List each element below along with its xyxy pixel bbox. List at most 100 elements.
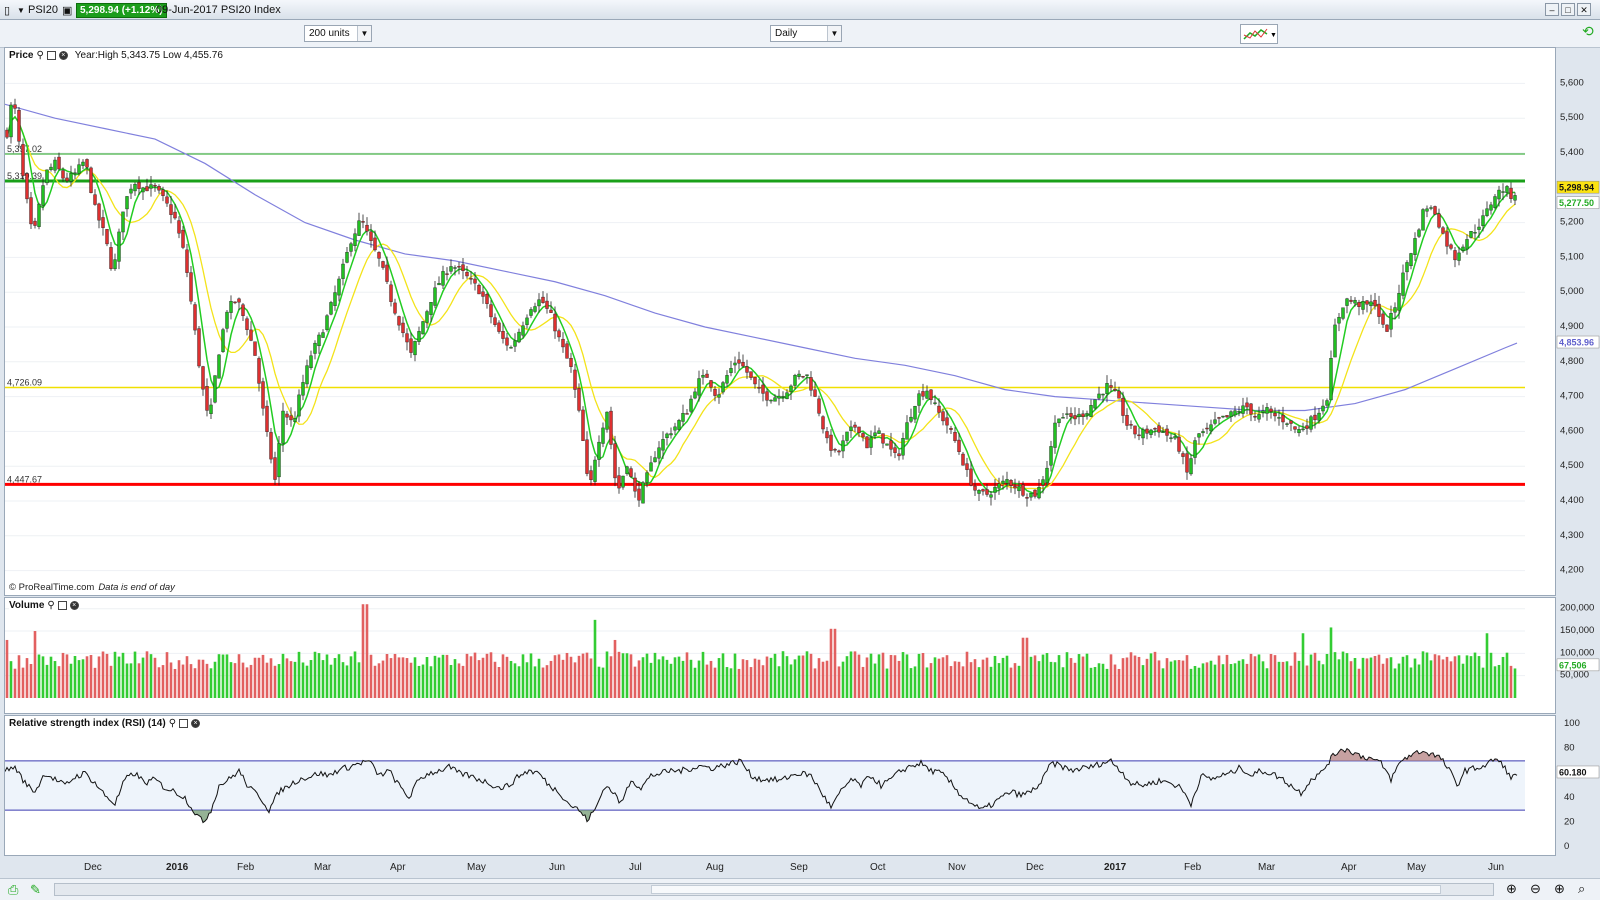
volume-bar (489, 652, 493, 698)
wrench-icon[interactable]: ⚲ (168, 718, 177, 729)
candle-body (113, 259, 117, 270)
horizontal-scrollbar[interactable] (54, 883, 1494, 896)
close-button[interactable]: ✕ (1577, 3, 1591, 16)
indicator-icon[interactable]: ⟲ (1582, 23, 1594, 39)
volume-bar (1237, 660, 1241, 698)
volume-bar (1141, 665, 1145, 698)
candle-body (777, 395, 781, 399)
rsi-chart[interactable] (5, 716, 1557, 857)
window-icon[interactable] (179, 719, 189, 728)
volume-bar (189, 664, 193, 698)
candle-body (1037, 487, 1041, 499)
volume-bar (833, 628, 837, 698)
volume-bar (533, 666, 537, 698)
candle-body (1429, 207, 1433, 209)
volume-bar (873, 663, 877, 698)
chart-toolbar: 200 units ▼ Daily ▼ ▼ ⟲ (0, 20, 1600, 48)
volume-bar (769, 657, 773, 698)
candle-body (1309, 416, 1313, 430)
candle-body (585, 439, 589, 474)
volume-bar (1009, 667, 1013, 698)
candle-body (857, 426, 861, 433)
price-chart[interactable]: 5,397.025,319.394,726.094,447.67 (5, 48, 1557, 597)
volume-bar (285, 658, 289, 698)
volume-bar (281, 653, 285, 698)
candle-body (629, 468, 633, 477)
volume-bar (1469, 656, 1473, 698)
volume-bar (729, 668, 733, 698)
candle-body (169, 204, 173, 215)
volume-bar (1089, 667, 1093, 698)
candle-body (145, 186, 149, 192)
zoom-fit-icon[interactable]: ⊕ (1506, 881, 1517, 896)
magnifier-icon[interactable]: ⌕ (1578, 881, 1586, 896)
candle-body (509, 347, 513, 349)
volume-bar (513, 663, 517, 698)
zoom-in-icon[interactable]: ⊕ (1554, 881, 1565, 896)
window-icon[interactable] (46, 51, 56, 60)
candle-body (993, 486, 997, 493)
volume-bar (1349, 661, 1353, 698)
volume-bar (589, 658, 593, 698)
candle-body (85, 159, 89, 168)
volume-bar (917, 653, 921, 698)
candle-body (1181, 453, 1185, 457)
zoom-out-icon[interactable]: ⊖ (1530, 881, 1541, 896)
period-select[interactable]: Daily ▼ (770, 25, 842, 42)
candle-body (745, 366, 749, 373)
volume-bar (57, 666, 61, 698)
candle-body (505, 337, 509, 346)
volume-bar (1041, 654, 1045, 698)
candle-body (757, 387, 761, 389)
wrench-icon[interactable]: ⚲ (36, 50, 44, 61)
volume-bar (41, 656, 45, 698)
volume-chart[interactable] (5, 598, 1557, 715)
price-tick-label: 4,500 (1560, 460, 1584, 471)
price-tick-label: 5,500 (1560, 112, 1584, 123)
candle-body (441, 271, 445, 286)
candle-body (1473, 232, 1477, 234)
candle-body (485, 294, 489, 304)
minimize-button[interactable]: – (1545, 3, 1559, 16)
candle-body (1413, 238, 1417, 255)
drawing-tools-icon[interactable]: ✎ (30, 882, 41, 897)
window-icon[interactable] (57, 601, 67, 610)
volume-bar (409, 662, 413, 698)
scrollbar-thumb[interactable] (651, 885, 1441, 894)
volume-bar (1133, 655, 1137, 698)
maximize-button[interactable]: □ (1561, 3, 1575, 16)
volume-bar (761, 665, 765, 698)
volume-bar (889, 654, 893, 698)
candle-body (1069, 413, 1073, 417)
close-pane-icon[interactable]: × (191, 719, 201, 728)
close-pane-icon[interactable]: × (58, 51, 68, 60)
candle-body (381, 261, 385, 268)
wrench-icon[interactable]: ⚲ (47, 600, 55, 611)
volume-bar (1205, 662, 1209, 698)
screenshot-icon[interactable]: ⎙ (8, 882, 19, 897)
volume-bar (229, 662, 233, 698)
volume-bar (517, 666, 521, 698)
volume-bar (565, 652, 569, 698)
candle-body (49, 166, 53, 171)
volume-bar (961, 666, 965, 698)
volume-bar (321, 660, 325, 698)
candle-body (1357, 302, 1361, 307)
x-tick-label: Sep (790, 862, 808, 873)
symbol-dropdown-icon[interactable]: ▼ (17, 6, 25, 15)
candle-body (453, 267, 457, 269)
volume-bar (1405, 655, 1409, 698)
rsi-line (5, 747, 1518, 824)
volume-bar (541, 667, 545, 698)
volume-bar (1001, 657, 1005, 698)
volume-bar (637, 660, 641, 698)
candle-body (21, 144, 25, 176)
chart-type-button[interactable]: ▼ (1240, 24, 1278, 44)
units-select[interactable]: 200 units ▼ (304, 25, 372, 42)
candle-body (1377, 303, 1381, 317)
close-pane-icon[interactable]: × (69, 601, 79, 610)
candle-body (201, 366, 205, 390)
info-icon[interactable]: ▣ (62, 5, 73, 17)
volume-bar (165, 652, 169, 698)
x-tick-label: Apr (390, 862, 406, 873)
